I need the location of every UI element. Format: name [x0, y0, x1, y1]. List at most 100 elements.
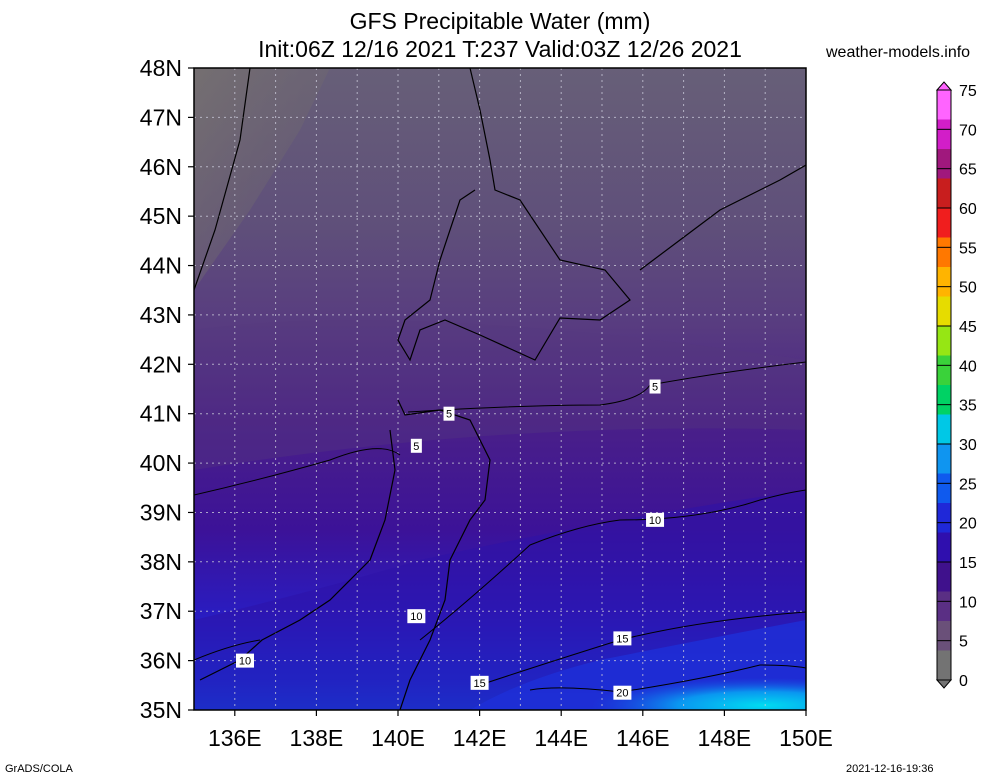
colorbar-segment [937, 326, 951, 356]
contour-10mm [419, 489, 806, 641]
colorbar-segment [937, 503, 951, 533]
contour-label-box [613, 685, 632, 700]
contour-label: 5 [413, 441, 419, 453]
graticule [194, 68, 806, 710]
coast-kuril-islands [639, 164, 806, 271]
colorbar-segment [937, 562, 951, 592]
colorbar-segment [937, 296, 951, 326]
colorbar-segment [937, 149, 951, 179]
contour-label-box [646, 512, 665, 527]
contour-label: 10 [649, 515, 661, 527]
colorbar-segment [937, 178, 951, 208]
colorbar-label: 25 [959, 476, 977, 493]
contour-label: 10 [239, 656, 251, 668]
contour-label-box [649, 379, 661, 394]
longitude-axis: 136E 138E 140E 142E 144E 146E 148E 150E [208, 710, 833, 751]
dry-region-northwest [194, 68, 330, 290]
colorbar-label: 0 [959, 673, 968, 690]
lat-label: 46N [140, 154, 182, 180]
lat-label: 42N [140, 351, 182, 377]
colorbar-segment [937, 355, 951, 385]
lon-label: 144E [534, 725, 588, 751]
colorbar-label: 55 [959, 240, 977, 257]
coast-honshu-west [199, 429, 396, 681]
latitude-axis: 48N 47N 46N 45N 44N 43N 42N 41N 40N 39N 38N 37N 36N 3… [140, 55, 194, 723]
colorbar-label: 40 [959, 358, 977, 375]
lon-label: 138E [290, 725, 344, 751]
contour-5mm-west [194, 448, 401, 496]
contour-label: 5 [446, 409, 452, 421]
lon-label: 150E [779, 725, 833, 751]
contour-label-box [613, 631, 632, 646]
lon-label: 148E [698, 725, 752, 751]
colorbar-segment [937, 267, 951, 297]
contour-label-box [443, 406, 455, 421]
map-title: GFS Precipitable Water (mm) [349, 8, 651, 34]
lat-label: 37N [140, 598, 182, 624]
colorbar-segment [937, 591, 951, 621]
lat-label: 41N [140, 401, 182, 427]
colorbar-label: 30 [959, 437, 977, 454]
colorbar: 0 5 10 15 20 25 30 35 40 45 50 55 60 65 70 75 [935, 81, 977, 690]
lat-label: 36N [140, 648, 182, 674]
contour-labels: 5 5 5 10 10 10 15 15 20 [236, 379, 665, 700]
coast-mainland-asia [194, 68, 251, 291]
contour-label: 20 [616, 688, 628, 700]
colorbar-segment [937, 414, 951, 444]
coast-hokkaido-sakhalin [397, 68, 631, 362]
map-subtitle: Init:06Z 12/16 2021 T:237 Valid:03Z 12/2… [258, 36, 742, 62]
software-credit: GrADS/COLA [5, 763, 73, 775]
colorbar-label: 20 [959, 516, 977, 533]
colorbar-label: 45 [959, 319, 977, 336]
colorbar-arrow-min [935, 679, 953, 689]
lat-label: 48N [140, 55, 182, 81]
lon-label: 142E [453, 725, 507, 751]
contour-label: 10 [410, 611, 422, 623]
band-5mm [194, 320, 806, 470]
colorbar-segment [937, 650, 951, 680]
contour-5mm [407, 361, 806, 413]
lon-label: 146E [616, 725, 670, 751]
lat-label: 38N [140, 549, 182, 575]
lat-label: 43N [140, 302, 182, 328]
lon-label: 136E [208, 725, 262, 751]
colorbar-label: 70 [959, 122, 977, 139]
lat-label: 45N [140, 203, 182, 229]
contour-label: 5 [652, 382, 658, 394]
site-credit: weather-models.info [826, 44, 971, 61]
colorbar-segment [937, 90, 951, 120]
colorbar-label: 50 [959, 280, 977, 297]
colorbar-segment [937, 385, 951, 415]
colorbar-arrow-max [935, 81, 953, 91]
contour-label-box [236, 653, 254, 668]
contour-label-box [410, 438, 422, 453]
colorbar-segment [937, 237, 951, 267]
colorbar-segment [937, 473, 951, 503]
colorbar-label: 5 [959, 634, 968, 651]
map-frame [193, 67, 807, 711]
colorbar-label: 60 [959, 201, 977, 218]
colorbar-label: 75 [959, 83, 977, 100]
colorbar-label: 10 [959, 594, 977, 611]
lat-label: 40N [140, 450, 182, 476]
lat-label: 44N [140, 253, 182, 279]
map-area: 5 5 5 10 10 10 15 15 20 [194, 68, 806, 710]
band-20mm-plus [520, 664, 806, 710]
colorbar-segment [937, 208, 951, 238]
contour-10mm-west [194, 639, 261, 661]
colorbar-segment [937, 444, 951, 474]
contour-label: 15 [616, 633, 628, 645]
lat-label: 39N [140, 499, 182, 525]
generated-timestamp: 2021-12-16-19:36 [846, 763, 934, 775]
colorbar-label: 15 [959, 555, 977, 572]
colorbar-segment [937, 532, 951, 562]
colorbar-label: 65 [959, 162, 977, 179]
contour-20mm [529, 664, 806, 693]
lat-label: 35N [140, 697, 182, 723]
contour-label-box [407, 609, 426, 624]
lat-label: 47N [140, 104, 182, 130]
lon-label: 140E [371, 725, 425, 751]
colorbar-segment [937, 119, 951, 149]
contour-label-box [470, 675, 489, 690]
